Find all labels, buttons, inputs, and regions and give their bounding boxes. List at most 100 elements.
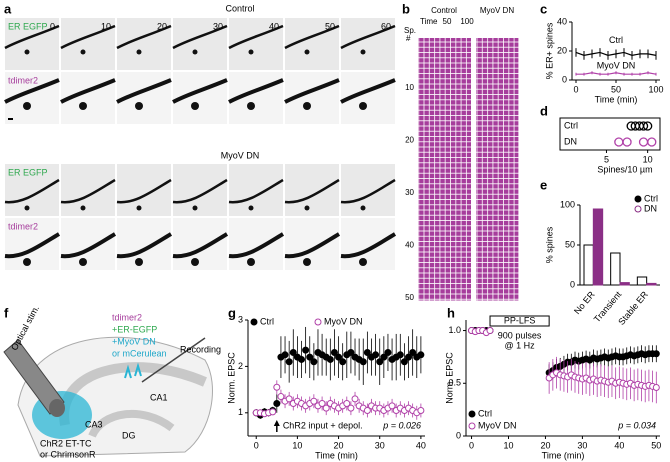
- micrograph: [117, 218, 171, 270]
- data-point: [638, 137, 649, 147]
- y-tick-label: 1: [238, 407, 243, 417]
- spine: [191, 102, 199, 110]
- data-point: [281, 351, 289, 359]
- dendrite: [340, 178, 396, 204]
- bar: [619, 282, 630, 286]
- channel-label: ER EGFP: [8, 167, 48, 177]
- spine: [247, 258, 255, 266]
- dendrite: [60, 24, 116, 50]
- spine: [136, 49, 142, 55]
- data-point: [638, 121, 649, 131]
- raster-x-tick: 50: [443, 17, 452, 26]
- spine: [191, 258, 199, 266]
- time-label: 20: [157, 21, 167, 31]
- group-title: MyoV DN: [221, 150, 260, 160]
- data-point: [335, 353, 343, 361]
- dendrite: [340, 24, 396, 50]
- spine: [23, 102, 31, 110]
- x-tick-label: 40: [416, 440, 426, 450]
- panel-label: a: [4, 1, 12, 16]
- legend-marker: [314, 318, 322, 326]
- x-tick-label: 50: [651, 440, 661, 450]
- spine: [360, 49, 366, 55]
- data-point: [285, 358, 293, 366]
- spine: [79, 102, 87, 110]
- legend-label: DN: [644, 203, 657, 213]
- data-point: [417, 351, 425, 359]
- micrograph: [173, 218, 227, 270]
- x-tick-label: 30: [375, 440, 385, 450]
- dendrite: [172, 24, 228, 50]
- x-axis-label: Time (min): [595, 94, 638, 104]
- data-point: [326, 355, 334, 363]
- annotation: ChR2 input + depol.: [283, 420, 363, 430]
- row-label: Ctrl: [564, 120, 578, 130]
- data-point: [351, 395, 359, 403]
- micrograph: [229, 218, 283, 270]
- dendrite: [60, 178, 116, 204]
- dendrite: [228, 24, 284, 50]
- data-point: [388, 402, 396, 410]
- data-point: [363, 406, 371, 414]
- micrograph: [61, 164, 115, 216]
- panel-label: b: [402, 1, 410, 16]
- legend-label: MyoV DN: [324, 316, 363, 326]
- schematic-label: Optical stim.: [9, 304, 41, 352]
- micrograph: [229, 164, 283, 216]
- bar: [592, 208, 604, 286]
- panel-label: h: [447, 305, 455, 320]
- bar: [646, 282, 657, 286]
- raster-y-tick: 10: [405, 83, 414, 92]
- spine: [304, 49, 310, 55]
- x-tick-label: 100: [648, 84, 663, 94]
- spine: [23, 258, 31, 266]
- bar: [610, 252, 621, 286]
- x-tick-label: 10: [503, 440, 513, 450]
- dendrite: [116, 232, 173, 259]
- micrograph: [341, 164, 395, 216]
- data-point: [347, 348, 355, 356]
- dendrite: [116, 178, 172, 204]
- annotation: @ 1 Hz: [505, 340, 536, 350]
- spine: [247, 102, 255, 110]
- legend-label: Ctrl: [260, 316, 274, 326]
- y-tick-label: 3: [238, 314, 243, 324]
- time-label: 30: [213, 21, 223, 31]
- dendrite: [172, 78, 228, 104]
- legend-label: Ctrl: [644, 193, 658, 203]
- spine: [360, 205, 366, 211]
- time-label: 0: [50, 21, 55, 31]
- y-tick-label: 100: [560, 199, 575, 209]
- legend-marker: [250, 318, 258, 326]
- dendrite: [228, 78, 284, 104]
- series-label: MyoV DN: [597, 61, 636, 71]
- raster-control: [418, 38, 471, 301]
- y-tick-label: 0: [456, 430, 461, 440]
- time-label: 50: [325, 21, 335, 31]
- data-point: [277, 393, 285, 401]
- panel-label: e: [540, 177, 547, 192]
- data-point: [330, 348, 338, 356]
- y-axis-label: Norm. EPSC: [226, 352, 236, 404]
- dendrite: [4, 232, 61, 259]
- dendrite: [340, 78, 396, 104]
- micrograph: [117, 164, 171, 216]
- dendrite: [60, 78, 116, 104]
- data-point: [400, 358, 408, 366]
- legend-marker: [468, 422, 476, 430]
- dendrite: [4, 24, 60, 50]
- data-point: [417, 406, 425, 414]
- dendrite: [60, 232, 117, 259]
- raster-y-tick: 50: [405, 293, 414, 302]
- dendrite: [284, 232, 341, 259]
- spine: [79, 258, 87, 266]
- spine: [24, 205, 30, 211]
- row-label: DN: [564, 136, 577, 146]
- y-tick-label: 0: [562, 74, 567, 84]
- schematic-label: DG: [122, 430, 136, 440]
- panel-label: c: [540, 1, 547, 16]
- raster-x-label: Time: [420, 17, 438, 26]
- data-point: [652, 350, 660, 358]
- spine: [248, 49, 254, 55]
- x-tick-label: 40: [614, 440, 624, 450]
